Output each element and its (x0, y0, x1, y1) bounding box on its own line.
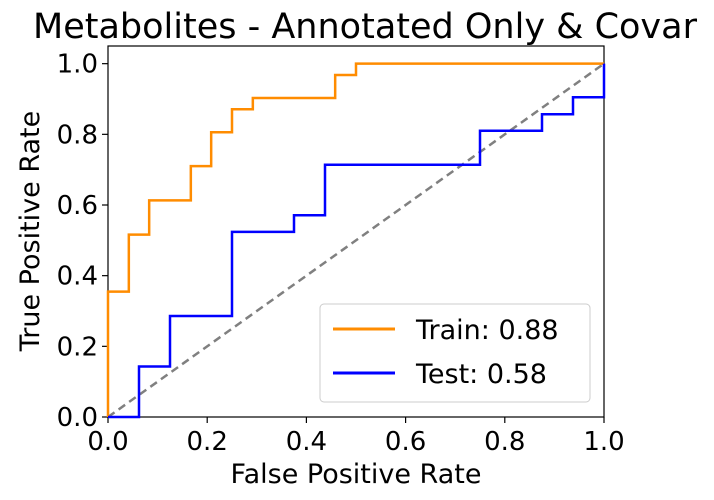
x-axis-label: False Positive Rate (231, 459, 482, 490)
plot-frame (107, 45, 605, 418)
y-tick-label: 0.2 (57, 332, 98, 362)
y-tick-label: 0.4 (57, 262, 98, 292)
legend-test-label: Test: 0.58 (415, 359, 547, 390)
chart-title: Metabolites - Annotated Only & Covar (33, 7, 698, 47)
test-roc-line (108, 63, 606, 419)
x-tick-label: 0.8 (484, 427, 525, 457)
series-layer (106, 62, 606, 419)
x-axis: 0.0 0.2 0.4 0.6 0.8 1.0 (87, 417, 625, 457)
plot-area (107, 45, 605, 418)
x-tick-label: 1.0 (583, 427, 624, 457)
train-roc-line (106, 62, 604, 417)
x-tick-label: 0.4 (286, 427, 327, 457)
y-tick-label: 0.0 (57, 403, 98, 433)
legend: Train: 0.88 Test: 0.58 (319, 303, 591, 403)
legend-train-label: Train: 0.88 (415, 315, 559, 346)
x-tick-label: 0.0 (87, 427, 128, 457)
chance-diagonal-line (107, 62, 605, 419)
y-tick-label: 1.0 (57, 50, 98, 80)
y-tick-label: 0.6 (57, 191, 98, 221)
y-tick-label: 0.8 (57, 120, 98, 150)
y-axis: 0.0 0.2 0.4 0.6 0.8 1.0 (57, 50, 108, 433)
x-tick-label: 0.6 (385, 427, 426, 457)
y-axis-label: True Positive Rate (15, 111, 46, 353)
x-tick-label: 0.2 (187, 427, 228, 457)
